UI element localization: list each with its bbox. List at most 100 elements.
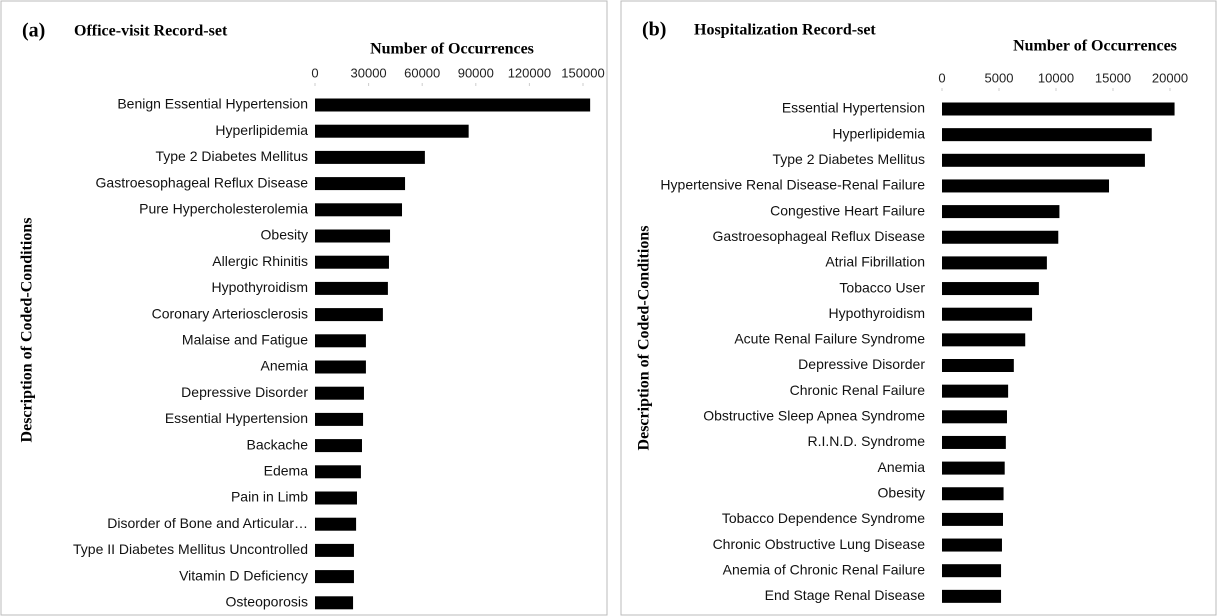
category-label: Atrial Fibrillation [825,254,925,270]
bar [315,255,389,269]
bar [315,334,366,348]
category-label: Coronary Arteriosclerosis [152,305,308,321]
bar [942,461,1005,475]
category-label: Essential Hypertension [782,100,925,116]
panel-label: (b) [642,19,666,41]
bar [942,230,1059,244]
x-axis-title: Number of Occurrences [370,41,534,58]
category-label: Acute Renal Failure Syndrome [734,331,925,347]
category-label: Chronic Obstructive Lung Disease [713,536,926,552]
x-tick-label: 0 [311,65,318,80]
bar [942,333,1026,347]
panel-border [0,0,608,616]
panel-border [620,0,1217,616]
category-label: Tobacco User [839,279,925,295]
category-label: Obesity [261,227,308,243]
category-label: Hypertensive Renal Disease-Renal Failure [660,177,925,193]
category-label: Malaise and Fatigue [182,332,308,348]
y-axis-title: Description of Coded-Conditions [636,226,653,451]
bar [315,439,362,453]
y-axis-title: Description of Coded-Conditions [19,218,36,443]
category-label: Pain in Limb [231,489,308,505]
bar [315,360,366,374]
category-label: Benign Essential Hypertension [117,96,308,112]
category-label: Anemia [878,459,926,475]
category-label: R.I.N.D. Syndrome [808,433,926,449]
bar [315,150,425,164]
bar [315,308,383,322]
bar [315,465,361,479]
bar [942,307,1033,321]
x-tick-label: 10000 [1038,70,1074,85]
bar [942,538,1002,552]
category-label: Type 2 Diabetes Mellitus [772,151,925,167]
category-label: Allergic Rhinitis [212,253,308,269]
bar [315,124,469,138]
bar [315,386,364,400]
category-label: Obesity [878,484,925,500]
bar [942,153,1145,167]
category-label: Vitamin D Deficiency [179,567,308,583]
bar [942,384,1009,398]
category-label: Edema [264,463,309,479]
x-tick-label: 120000 [508,65,551,80]
x-tick-label: 90000 [458,65,494,80]
bar [315,517,357,531]
bar [942,487,1004,501]
category-label: Gastroesophageal Reflux Disease [713,228,926,244]
category-label: Type 2 Diabetes Mellitus [155,148,308,164]
bar [942,435,1006,449]
bar [942,282,1039,296]
bar [315,491,357,505]
x-tick-label: 20000 [1152,70,1188,85]
bar [942,564,1002,578]
bar [942,589,1002,603]
panel-label: (a) [22,20,45,42]
category-label: End Stage Renal Disease [765,587,926,603]
category-label: Type II Diabetes Mellitus Uncontrolled [73,541,308,557]
category-label: Hyperlipidemia [832,125,925,141]
category-label: Osteoporosis [226,594,308,610]
category-label: Congestive Heart Failure [770,202,925,218]
bar [315,98,591,112]
category-label: Obstructive Sleep Apnea Syndrome [703,408,925,424]
bar [942,256,1047,270]
x-tick-label: 150000 [561,65,604,80]
category-label: Chronic Renal Failure [790,382,926,398]
category-label: Backache [247,436,309,452]
chart-title: Hospitalization Record-set [694,22,876,39]
category-label: Depressive Disorder [798,356,925,372]
x-tick-label: 5000 [985,70,1014,85]
chart-title: Office-visit Record-set [74,23,228,40]
bar [315,203,403,217]
bar [942,359,1014,372]
bar [315,281,388,295]
bar [315,570,354,584]
bar [315,596,354,610]
bar [942,410,1007,424]
category-label: Hyperlipidemia [215,122,308,138]
bar [942,102,1175,116]
bar [942,128,1152,142]
x-tick-label: 0 [938,70,945,85]
x-axis-title: Number of Occurrences [1013,38,1177,55]
category-label: Disorder of Bone and Articular… [107,515,308,531]
category-label: Pure Hypercholesterolemia [139,201,308,217]
bar [942,512,1003,526]
bar [315,177,406,191]
bar [315,412,364,426]
category-label: Hypothyroidism [212,279,308,295]
bar [315,229,391,243]
x-tick-label: 30000 [351,65,387,80]
category-label: Anemia of Chronic Renal Failure [723,561,926,577]
category-label: Gastroesophageal Reflux Disease [96,174,309,190]
category-label: Anemia [261,358,309,374]
bar [942,179,1110,193]
category-label: Hypothyroidism [829,305,925,321]
x-tick-label: 15000 [1095,70,1131,85]
bar [942,205,1060,219]
category-label: Essential Hypertension [165,410,308,426]
category-label: Tobacco Dependence Syndrome [722,510,925,526]
category-label: Depressive Disorder [181,384,308,400]
